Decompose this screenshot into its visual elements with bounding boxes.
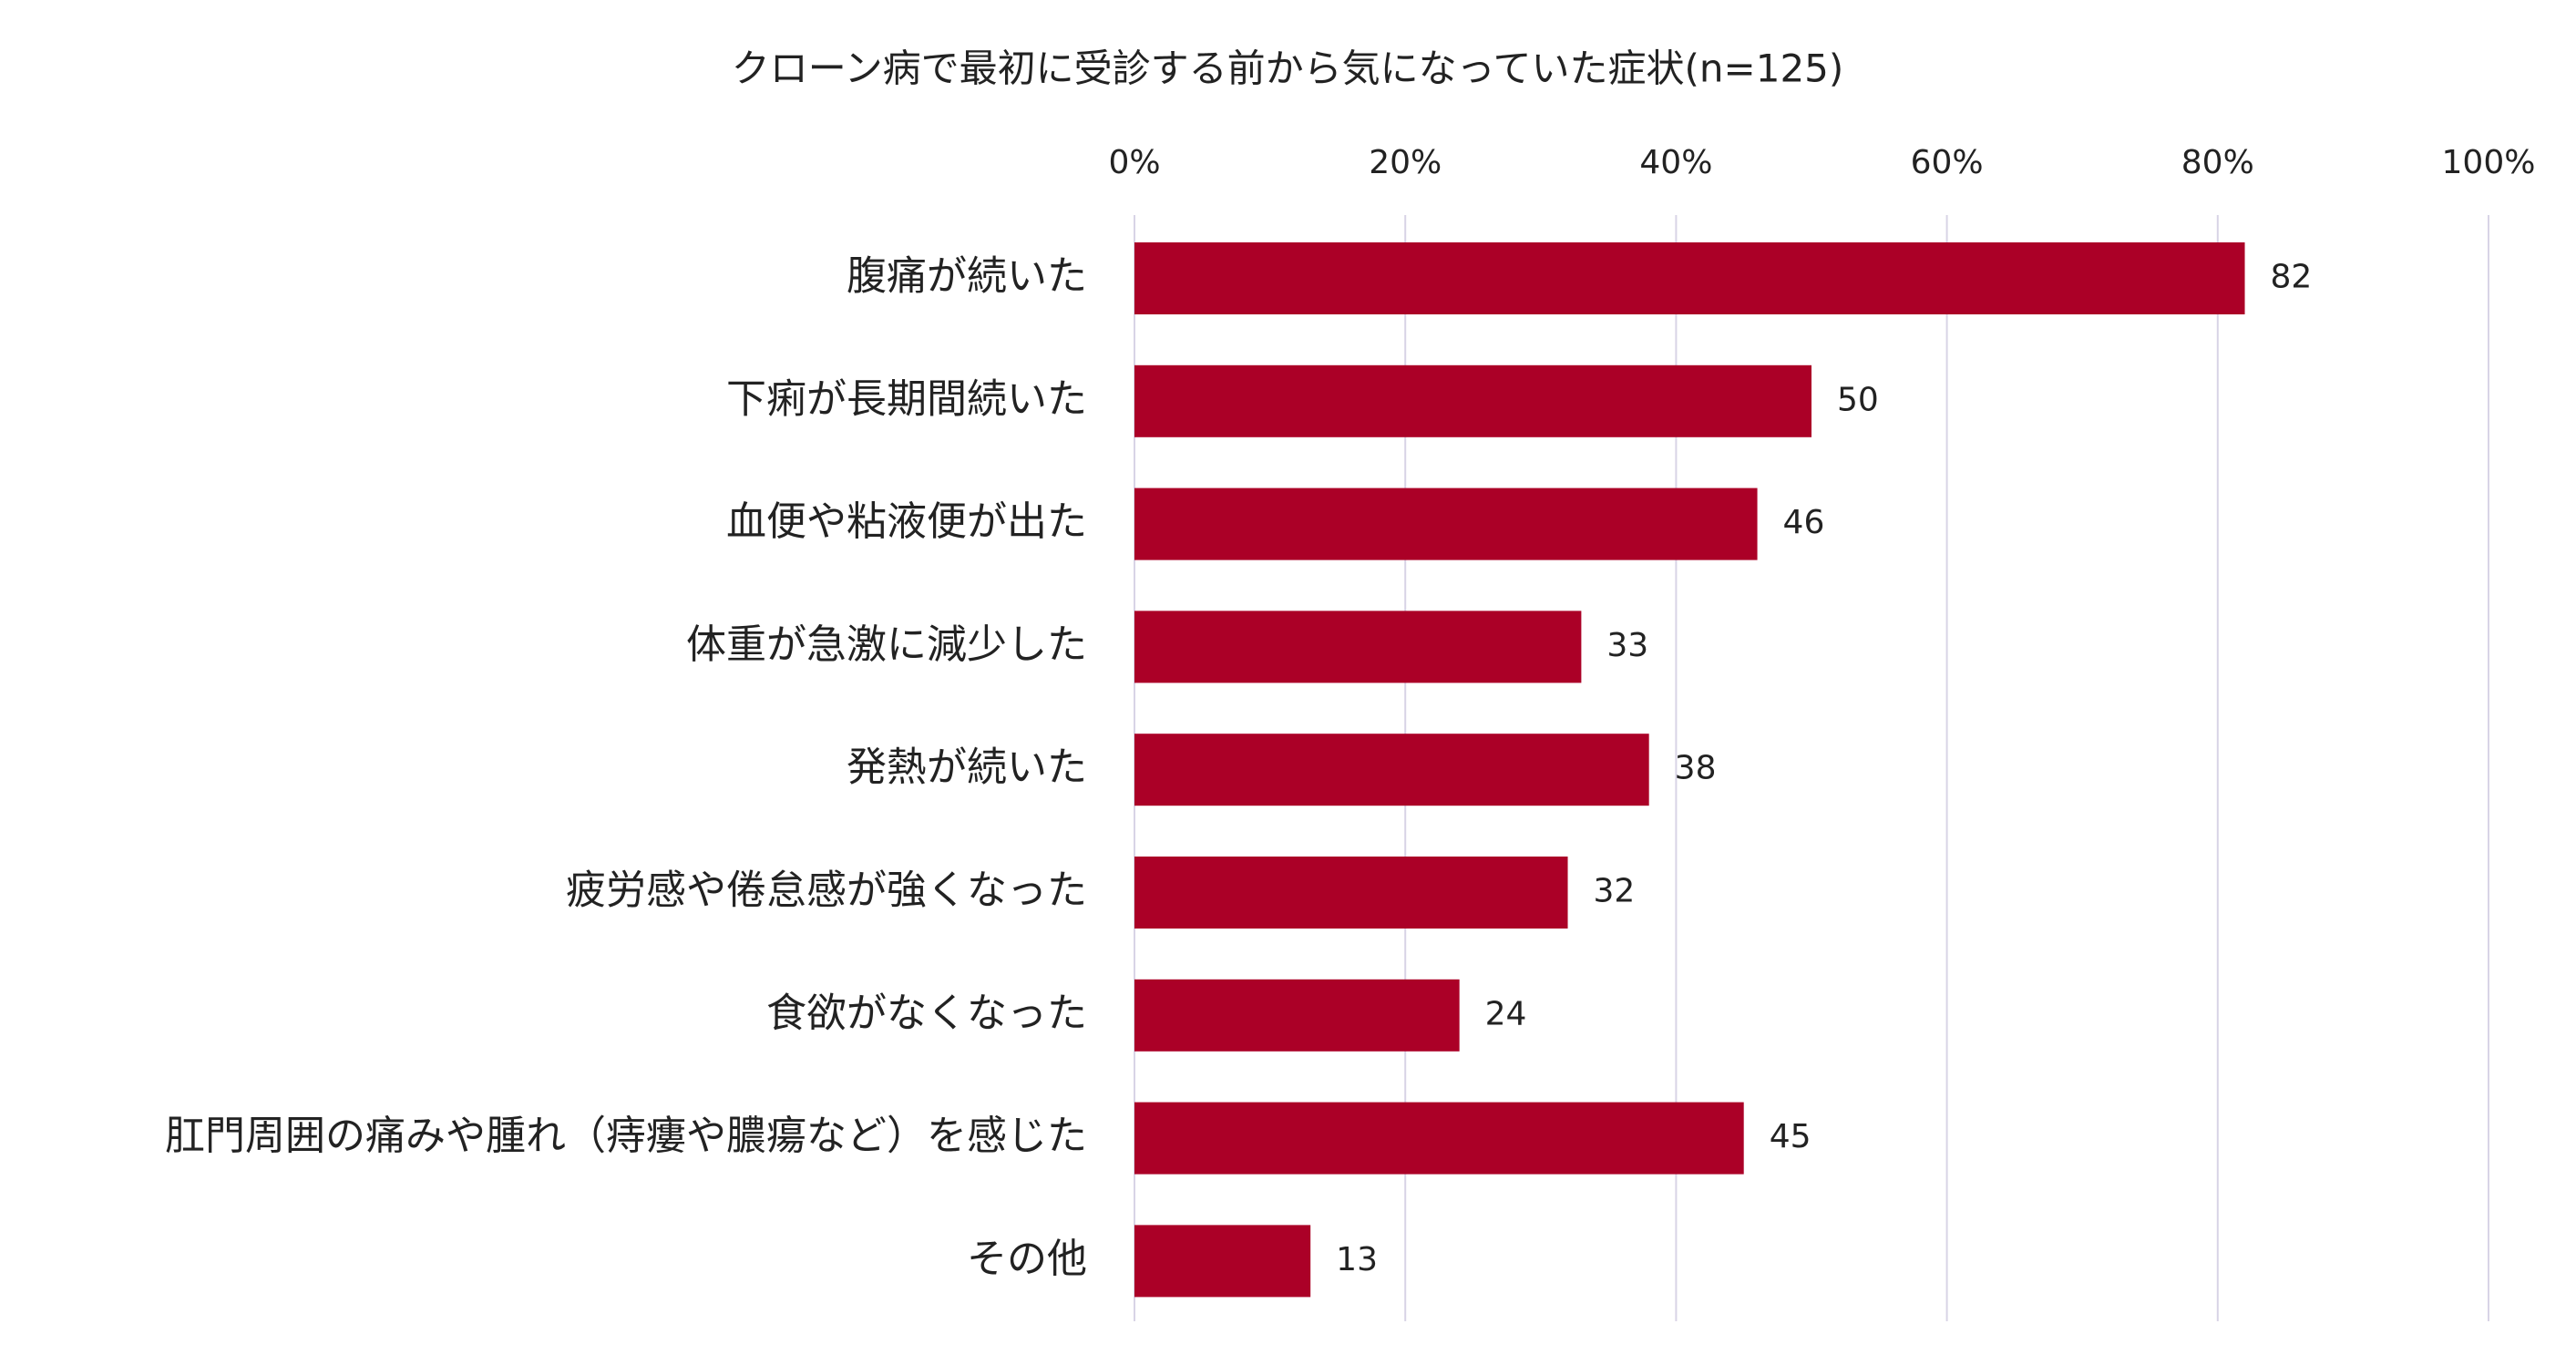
data-label: 45 bbox=[1770, 1118, 1811, 1155]
bar bbox=[1134, 1225, 1311, 1298]
data-label: 13 bbox=[1336, 1241, 1378, 1278]
bar bbox=[1134, 242, 2245, 314]
y-tick-label: 体重が急激に減少した bbox=[686, 621, 1087, 668]
bar bbox=[1134, 734, 1649, 806]
data-label: 46 bbox=[1783, 504, 1825, 541]
x-tick-label: 80% bbox=[2181, 144, 2254, 181]
bar bbox=[1134, 364, 1811, 437]
x-tick-label: 100% bbox=[2442, 144, 2536, 181]
y-tick-label: 疲労感や倦怠感が強くなった bbox=[566, 867, 1087, 914]
x-tick-label: 40% bbox=[1639, 144, 1712, 181]
data-label: 50 bbox=[1837, 381, 1879, 418]
y-tick-label: その他 bbox=[967, 1236, 1087, 1282]
y-tick-label: 食欲がなくなった bbox=[766, 990, 1087, 1036]
data-label: 33 bbox=[1606, 627, 1648, 664]
data-label: 82 bbox=[2271, 259, 2313, 296]
data-label: 24 bbox=[1485, 995, 1527, 1032]
bar bbox=[1134, 488, 1758, 560]
data-label: 32 bbox=[1594, 873, 1636, 910]
x-tick-label: 60% bbox=[1911, 144, 1984, 181]
bar bbox=[1134, 611, 1582, 683]
y-tick-label: 発熱が続いた bbox=[847, 744, 1087, 791]
x-tick-label: 20% bbox=[1369, 144, 1442, 181]
bar bbox=[1134, 857, 1568, 929]
y-tick-label: 下痢が長期間続いた bbox=[726, 375, 1087, 422]
bar bbox=[1134, 979, 1460, 1052]
y-tick-label: 肛門周囲の痛みや腫れ（痔瘻や膿瘍など）を感じた bbox=[165, 1113, 1087, 1159]
data-label: 38 bbox=[1675, 750, 1717, 787]
x-tick-label: 0% bbox=[1108, 144, 1160, 181]
bar bbox=[1134, 1102, 1744, 1175]
y-tick-label: 血便や粘液便が出た bbox=[726, 498, 1087, 545]
chart-title: クローン病で最初に受診する前から気になっていた症状(n=125) bbox=[732, 46, 1844, 91]
y-tick-label: 腹痛が続いた bbox=[847, 253, 1087, 300]
